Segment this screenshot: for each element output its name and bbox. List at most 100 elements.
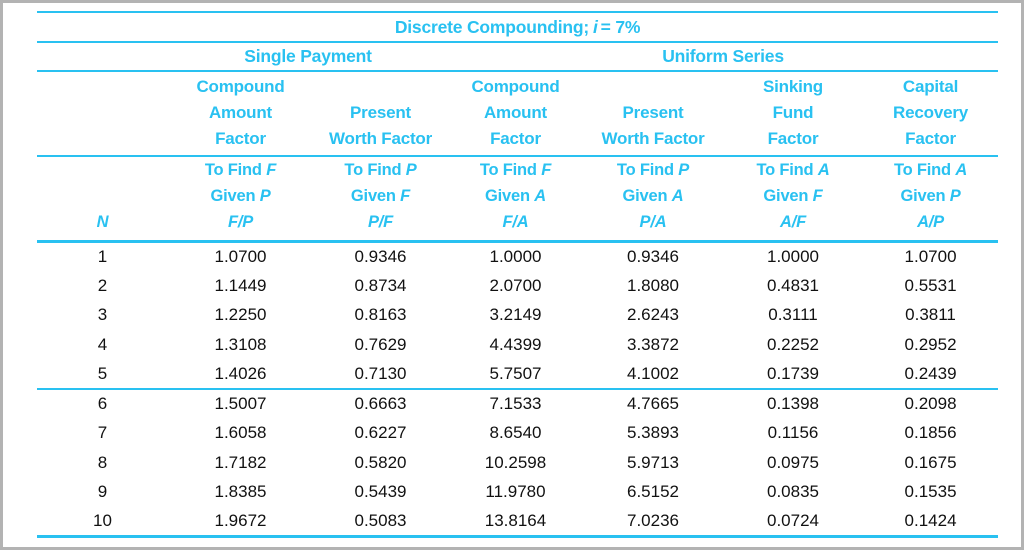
- table-row: 1 1.0700 0.9346 1.0000 0.9346 1.0000 1.0700: [37, 242, 998, 272]
- table-row: 5 1.4026 0.7130 5.7507 4.1002 0.1739 0.2439: [37, 359, 999, 390]
- subheader-pf: To Find P Given F P/F: [313, 156, 448, 243]
- cell-n: 2: [97, 275, 108, 295]
- group-header-row: Single Payment Uniform Series: [37, 42, 999, 72]
- title-interest-symbol: i: [592, 16, 598, 37]
- cell-value: 4.7665: [627, 394, 679, 414]
- subheader-af: To Find A Given F A/F: [723, 156, 863, 243]
- column-header-compound-amount-2: Compound Amount Factor: [448, 71, 583, 157]
- ratio-label: P/F: [367, 213, 394, 231]
- given-line: Given A: [622, 187, 684, 205]
- cell-value: 0.5439: [354, 482, 407, 502]
- cell-value: 1.0000: [489, 247, 542, 266]
- cell-value: 1.3108: [214, 334, 267, 354]
- column-header-capital-recovery: Capital Recovery Factor: [863, 71, 999, 157]
- cell-value: 1.4026: [168, 359, 313, 390]
- table-row: 4 1.3108 0.7629 4.4399 3.3872 0.2252 0.2952: [37, 330, 998, 360]
- cell-value: 0.1535: [904, 482, 957, 502]
- cell-value: 5.9713: [627, 452, 679, 472]
- cell-value: 0.3811: [905, 305, 956, 325]
- column-header-line: Recovery: [893, 103, 968, 122]
- column-header-line: Amount: [208, 103, 272, 122]
- to-find-line: To Find F: [479, 161, 552, 179]
- cell-value: 0.8734: [354, 275, 407, 295]
- subheader-row: N To Find F Given P F/P To Find P Given …: [37, 156, 999, 243]
- given-line: Given F: [350, 187, 411, 205]
- column-header-line: Amount: [483, 103, 547, 122]
- cell-value: 7.1533: [489, 394, 542, 414]
- cell-value: 3.2149: [489, 305, 542, 325]
- column-header-line: Sinking: [763, 77, 823, 96]
- cell-value: 10.2598: [484, 452, 547, 472]
- cell-value: 0.5531: [904, 275, 957, 295]
- group-header-single-payment: Single Payment: [168, 42, 448, 72]
- subheader-fa: To Find F Given A F/A: [448, 156, 583, 243]
- column-header-present-worth-2: Present Worth Factor: [583, 71, 723, 157]
- table-row: 3 1.2250 0.8163 3.2149 2.6243 0.3111 0.3811: [37, 301, 998, 331]
- cell-n: 6: [97, 394, 108, 414]
- cell-value: 0.7629: [354, 334, 407, 354]
- to-find-line: To Find A: [756, 161, 830, 179]
- cell-n: 4: [97, 334, 108, 354]
- column-header-n-spacer: [37, 71, 168, 157]
- cell-value: 0.9346: [627, 247, 679, 266]
- given-line: Given A: [485, 187, 546, 205]
- table-row: 2 1.1449 0.8734 2.0700 1.8080 0.4831 0.5531: [37, 271, 998, 301]
- cell-value: 0.5820: [354, 452, 407, 472]
- column-header-present-worth-1: Present Worth Factor: [313, 71, 448, 157]
- group-header-spacer: [37, 42, 168, 72]
- title-interest-value: = 7%: [600, 16, 641, 37]
- cell-value: 0.5083: [313, 507, 448, 538]
- cell-n: 3: [97, 305, 108, 325]
- table-row: 6 1.5007 0.6663 7.1533 4.7665 0.1398 0.2098: [37, 389, 998, 419]
- subheader-pa: To Find P Given A P/A: [583, 156, 723, 243]
- subheader-n: N: [37, 156, 168, 243]
- cell-value: 1.1449: [214, 275, 267, 295]
- column-header-sinking-fund: Sinking Fund Factor: [723, 71, 863, 157]
- cell-value: 0.1856: [904, 423, 957, 443]
- cell-value: 1.8080: [627, 275, 679, 295]
- cell-n: 8: [97, 452, 108, 472]
- column-header-line: Factor: [905, 129, 956, 148]
- cell-value: 0.2098: [904, 394, 957, 414]
- column-header-line: Fund: [772, 103, 814, 122]
- column-header-line: Capital: [902, 77, 959, 96]
- cell-value: 1.0700: [904, 247, 957, 266]
- cell-value: 1.8385: [214, 482, 267, 502]
- cell-value: 11.9780: [485, 482, 546, 502]
- n-label: N: [96, 213, 109, 231]
- title-row: Discrete Compounding; i = 7%: [37, 11, 999, 43]
- cell-value: 1.9672: [168, 507, 313, 538]
- cell-value: 0.6227: [354, 423, 407, 443]
- cell-value: 1.0000: [767, 247, 819, 266]
- ratio-label: A/F: [780, 213, 806, 231]
- cell-value: 1.0700: [214, 247, 267, 266]
- cell-value: 1.2250: [214, 305, 267, 325]
- cell-value: 1.6058: [214, 423, 267, 443]
- cell-value: 0.4831: [767, 275, 819, 295]
- title-text: Discrete Compounding;: [394, 16, 589, 37]
- to-find-line: To Find P: [344, 161, 417, 179]
- group-header-uniform-series: Uniform Series: [448, 42, 999, 72]
- table-row: 10 1.9672 0.5083 13.8164 7.0236 0.0724 0.1424: [37, 507, 999, 538]
- column-header-line: Present: [622, 103, 684, 122]
- to-find-line: To Find A: [894, 161, 968, 179]
- cell-value: 0.3111: [768, 305, 818, 325]
- cell-value: 0.9346: [354, 247, 407, 266]
- cell-value: 8.6540: [489, 423, 542, 443]
- table-body: 1 1.0700 0.9346 1.0000 0.9346 1.0000 1.0700 2 1.…: [37, 242, 999, 538]
- cell-value: 3.3872: [627, 334, 679, 354]
- cell-n: 10: [37, 507, 168, 538]
- cell-value: 6.5152: [627, 482, 679, 502]
- column-header-line: Factor: [215, 129, 266, 148]
- cell-value: 5.7507: [448, 359, 583, 390]
- to-find-line: To Find P: [616, 161, 690, 179]
- cell-value: 13.8164: [448, 507, 583, 538]
- compound-interest-table: Discrete Compounding; i = 7% Single Paymen…: [37, 11, 999, 538]
- cell-value: 0.1739: [723, 359, 863, 390]
- cell-value: 2.0700: [489, 275, 542, 295]
- subheader-fp: To Find F Given P F/P: [168, 156, 313, 243]
- table-title: Discrete Compounding; i = 7%: [37, 11, 999, 43]
- cell-value: 0.1675: [904, 452, 957, 472]
- table-row: 7 1.6058 0.6227 8.6540 5.3893 0.1156 0.1856: [37, 419, 998, 449]
